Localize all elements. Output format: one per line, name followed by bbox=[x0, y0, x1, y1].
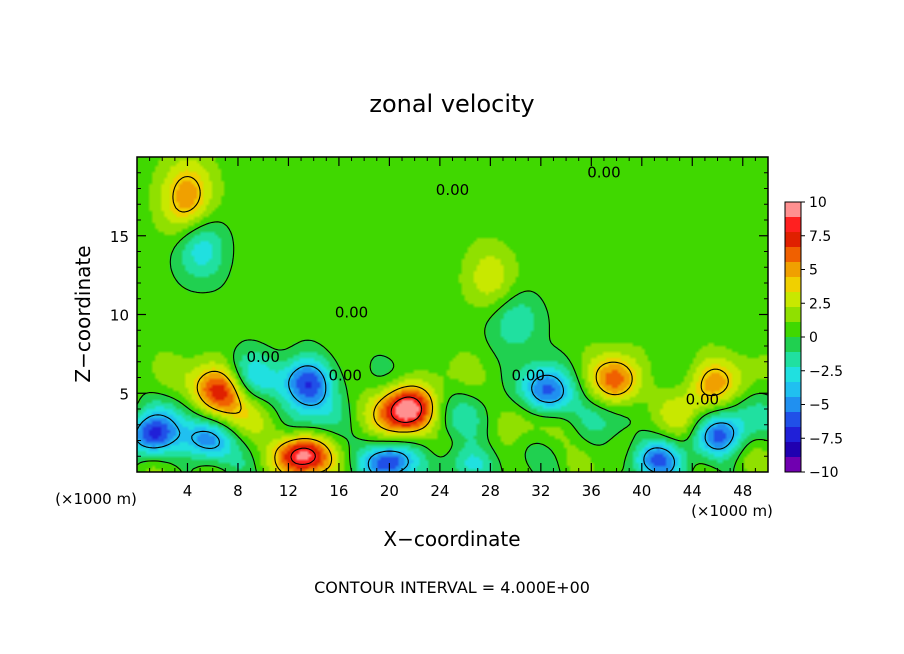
x-tick-label: 44 bbox=[683, 482, 702, 500]
contour-level-0 bbox=[136, 221, 769, 473]
contour-level-8 bbox=[290, 396, 423, 465]
x-unit-left: (×1000 m) bbox=[55, 490, 137, 508]
colorbar-tick-label: −5 bbox=[809, 398, 830, 414]
contour-label: 0.00 bbox=[587, 163, 620, 181]
contour-label: 0.00 bbox=[512, 367, 545, 385]
colorbar-swatch bbox=[785, 322, 801, 338]
colorbar-swatch bbox=[785, 217, 801, 233]
colorbar-swatch bbox=[785, 412, 801, 428]
y-tick-label: 5 bbox=[119, 385, 129, 403]
colorbar-swatch bbox=[785, 202, 801, 218]
y-axis: 5 10 15 bbox=[110, 172, 768, 457]
colorbar-tick-label: 2.5 bbox=[809, 296, 831, 312]
x-tick-label: 48 bbox=[733, 482, 752, 500]
colorbar-swatch bbox=[785, 382, 801, 398]
x-tick-label: 16 bbox=[329, 482, 348, 500]
colorbar-swatch bbox=[785, 352, 801, 368]
colorbar-swatch bbox=[785, 292, 801, 308]
x-unit-right: (×1000 m) bbox=[691, 502, 773, 520]
contour-label: 0.00 bbox=[335, 304, 368, 322]
x-tick-label: 32 bbox=[531, 482, 550, 500]
contour-lines bbox=[136, 175, 769, 473]
colorbar-swatch bbox=[785, 337, 801, 353]
contour-label-group: 0.00 0.00 0.00 0.00 0.00 0.00 0.00 bbox=[246, 163, 719, 408]
x-axis: 4 8 12 16 20 24 28 32 36 40 44 48 bbox=[149, 157, 756, 500]
colorbar-swatch bbox=[785, 307, 801, 323]
x-tick-label: 40 bbox=[632, 482, 651, 500]
contour-label: 0.00 bbox=[329, 367, 362, 385]
x-tick-label: 20 bbox=[380, 482, 399, 500]
colorbar-swatch bbox=[785, 277, 801, 293]
x-tick-label: 24 bbox=[430, 482, 449, 500]
contour-interval-note: CONTOUR INTERVAL = 4.000E+00 bbox=[314, 578, 590, 597]
colorbar-swatch bbox=[785, 427, 801, 443]
colorbar-swatch bbox=[785, 232, 801, 248]
colorbar-swatch bbox=[785, 397, 801, 413]
x-tick-label: 12 bbox=[279, 482, 298, 500]
contour-level-4 bbox=[172, 175, 729, 473]
colorbar-tick-label: 5 bbox=[809, 263, 818, 279]
contour-label: 0.00 bbox=[436, 181, 469, 199]
colorbar-tick-label: −7.5 bbox=[809, 431, 843, 447]
colorbar-swatch bbox=[785, 262, 801, 278]
colorbar-swatch bbox=[785, 367, 801, 383]
colorbar: 10 7.5 5 2.5 0 −2.5 −5 −7.5 −10 bbox=[784, 195, 843, 481]
y-tick-label: 15 bbox=[110, 228, 129, 246]
colorbar-tick-label: 7.5 bbox=[809, 229, 831, 245]
x-tick-label: 36 bbox=[582, 482, 601, 500]
x-tick-label: 4 bbox=[183, 482, 193, 500]
x-axis-label: X−coordinate bbox=[383, 527, 520, 551]
colorbar-tick-label: 10 bbox=[809, 195, 827, 211]
contour-label: 0.00 bbox=[686, 390, 719, 408]
x-tick-label: 8 bbox=[233, 482, 243, 500]
contour-label: 0.00 bbox=[246, 348, 279, 366]
y-axis-label: Z−coordinate bbox=[71, 245, 95, 382]
colorbar-tick-label: −10 bbox=[809, 465, 839, 481]
colorbar-tick-label: −2.5 bbox=[809, 364, 843, 380]
colorbar-tick-label: 0 bbox=[809, 330, 818, 346]
x-tick-label: 28 bbox=[481, 482, 500, 500]
colorbar-swatch bbox=[785, 247, 801, 263]
contour-level-neg4 bbox=[136, 365, 735, 473]
colorbar-swatch bbox=[785, 442, 801, 458]
y-tick-label: 10 bbox=[110, 307, 129, 325]
velocity-field bbox=[137, 157, 768, 472]
plot-area: 0.00 0.00 0.00 0.00 0.00 0.00 0.00 bbox=[136, 156, 769, 473]
colorbar-swatch bbox=[785, 457, 801, 473]
chart-title: zonal velocity bbox=[369, 90, 534, 118]
